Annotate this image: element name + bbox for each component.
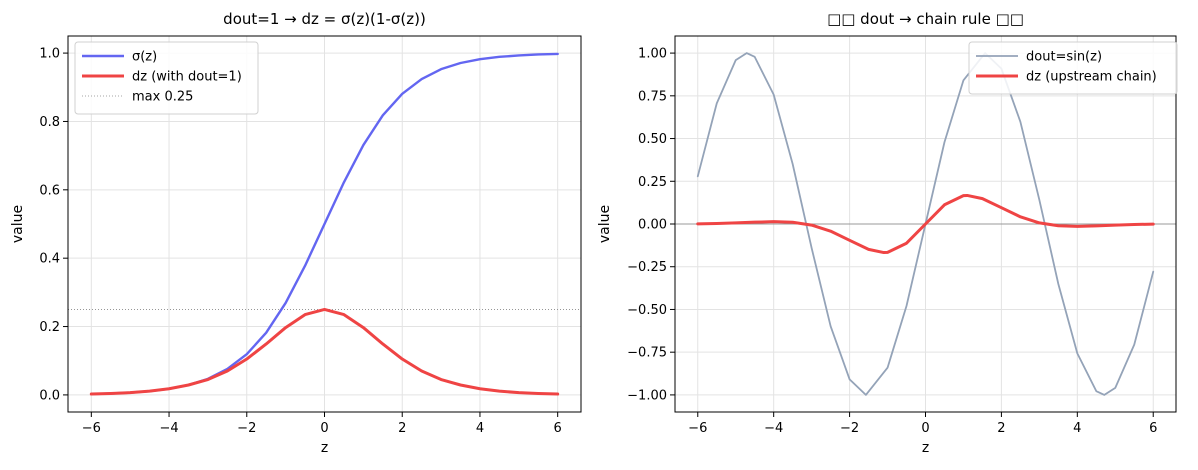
chart-title: □□ dout → chain rule □□ [827, 10, 1024, 28]
x-tick-label: −4 [159, 421, 178, 436]
legend-label-max: max 0.25 [132, 90, 193, 105]
legend: dout=sin(z) dz (upstream chain) [968, 41, 1178, 95]
legend-box [74, 41, 259, 115]
y-tick-label: 1.00 [638, 47, 667, 62]
x-axis-label: z [922, 440, 929, 456]
series-line-2 [696, 193, 1155, 255]
x-tick-label: −2 [237, 421, 256, 436]
x-tick-label: −6 [82, 421, 101, 436]
x-tick-label: −6 [688, 421, 707, 436]
y-tick-label: 1.0 [39, 47, 60, 62]
chart-title: dout=1 → dz = σ(z)(1-σ(z)) [223, 10, 426, 28]
y-tick-label: 0.50 [638, 132, 667, 147]
y-tick-label: 0.6 [39, 183, 60, 198]
y-tick-label: −0.25 [627, 260, 667, 275]
x-tick-label: −4 [764, 421, 783, 436]
legend-label-1: dout=sin(z) [1026, 50, 1102, 65]
y-axis-label: value [597, 205, 613, 243]
x-tick-label: 2 [997, 421, 1005, 436]
y-tick-label: −0.75 [627, 346, 667, 361]
legend-label-2: dz (upstream chain) [1026, 70, 1157, 85]
y-tick-label: 0.25 [638, 175, 667, 190]
legend-box [968, 41, 1178, 95]
y-tick-label: 0.75 [638, 89, 667, 104]
y-tick-label: 0.00 [638, 218, 667, 233]
y-tick-label: 0.8 [39, 115, 60, 130]
x-tick-label: 0 [320, 421, 328, 436]
y-axis-label: value [10, 205, 26, 243]
x-tick-label: 0 [921, 421, 929, 436]
x-tick-label: −2 [840, 421, 859, 436]
legend-label-2: dz (with dout=1) [132, 70, 242, 85]
legend-label-1: σ(z) [132, 50, 157, 65]
x-tick-label: 6 [554, 421, 562, 436]
legend: σ(z) dz (with dout=1) max 0.25 [74, 41, 259, 115]
chart-1: −6 −4 −2 0 2 4 6 0.0 0.2 0.4 0.6 0.8 1.0 dout=1 → dz … [10, 10, 582, 456]
chart-2: −6 −4 −2 0 2 4 6 −1.00 −0.75 −0.50 −0.25 0.00 0.25 0.… [597, 10, 1178, 456]
x-tick-label: 4 [476, 421, 484, 436]
x-axis-label: z [321, 440, 328, 456]
x-tick-label: 2 [398, 421, 406, 436]
x-tick-label: 4 [1073, 421, 1081, 436]
y-tick-label: 0.4 [39, 252, 60, 267]
series-line-2 [89, 307, 560, 396]
y-tick-label: 0.0 [39, 388, 60, 403]
x-tick-label: 6 [1149, 421, 1157, 436]
y-tick-label: 0.2 [39, 320, 60, 335]
y-tick-label: −1.00 [627, 388, 667, 403]
y-tick-label: −0.50 [627, 303, 667, 318]
